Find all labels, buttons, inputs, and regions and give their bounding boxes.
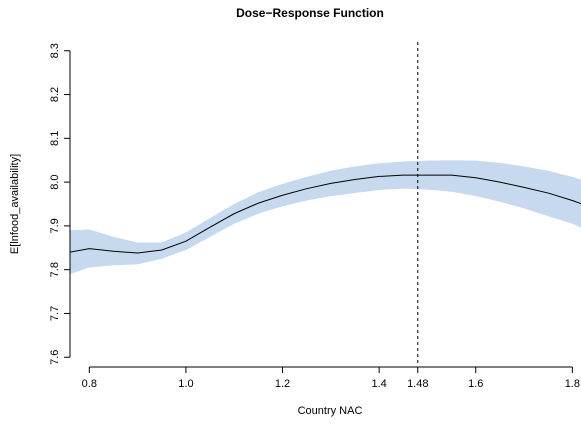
y-tick-label: 7.6 — [49, 350, 61, 365]
x-tick-label: 1.8 — [565, 378, 580, 390]
x-tick-label: 1.48 — [407, 378, 428, 390]
x-tick-label: 1.2 — [275, 378, 290, 390]
x-tick-label: 0.8 — [82, 378, 97, 390]
x-tick-label: 1.4 — [371, 378, 386, 390]
axes: 7.6 7.7 7.8 7.9 8.0 8.1 8.2 8.3 0.8 1.0 1.2 1.4 1.48… — [49, 43, 580, 390]
y-tick-label: 7.8 — [49, 262, 61, 277]
x-tick-label: 1.6 — [468, 378, 483, 390]
y-tick-label: 8.1 — [49, 131, 61, 146]
y-tick-label: 7.7 — [49, 306, 61, 321]
confidence-band — [70, 160, 581, 275]
estimate-line — [70, 174, 581, 254]
y-tick-label: 7.9 — [49, 218, 61, 233]
plot-area — [70, 42, 581, 366]
y-tick-label: 8.2 — [49, 87, 61, 102]
y-axis-label: E[lnfood_availability] — [9, 154, 21, 254]
y-tick-label: 8.0 — [49, 174, 61, 189]
x-axis-label: Country NAC — [298, 405, 363, 417]
x-tick-label: 1.0 — [178, 378, 193, 390]
y-tick-label: 8.3 — [49, 43, 61, 58]
chart-title: Dose−Response Function — [236, 6, 384, 20]
